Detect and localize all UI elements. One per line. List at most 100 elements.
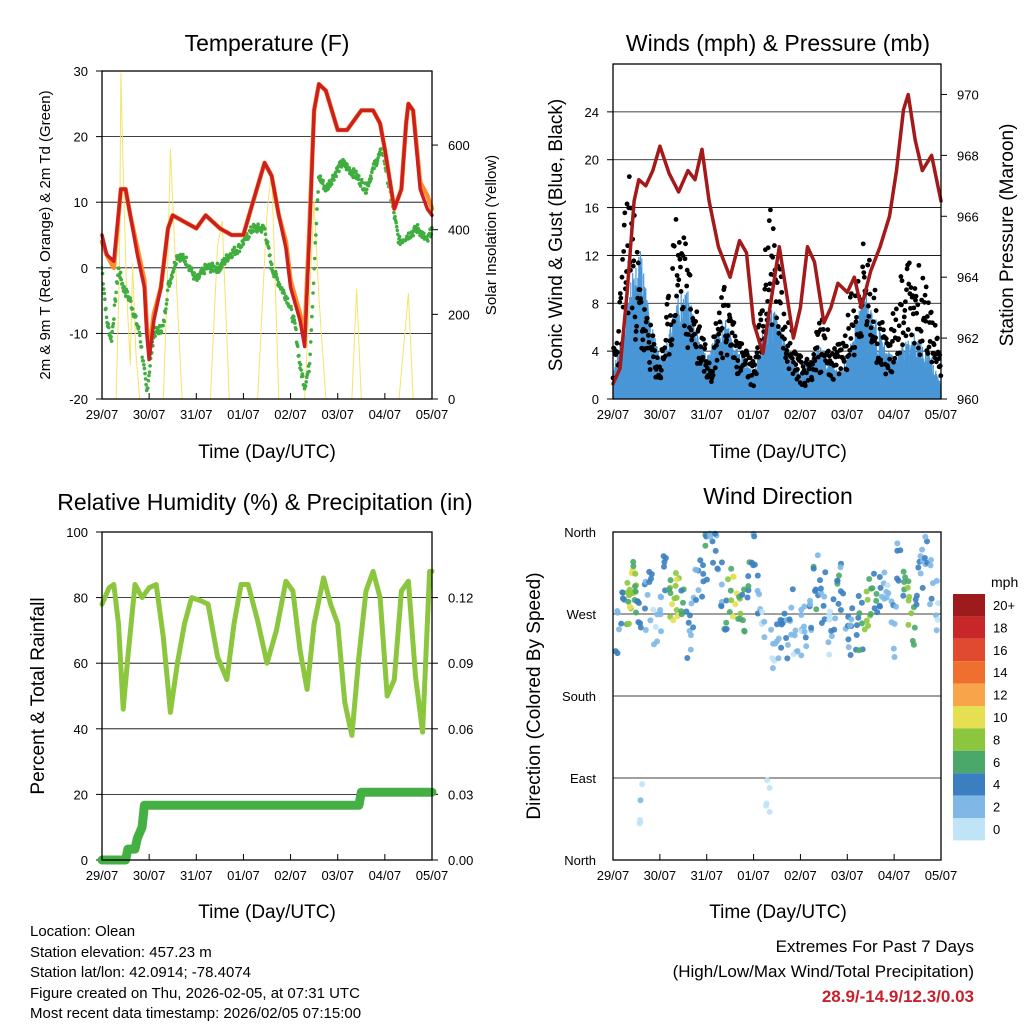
- direction-panel: Wind Direction NorthEastSouthWestNorth29…: [524, 483, 957, 923]
- gust-point: [841, 359, 847, 364]
- pressure-line: [611, 92, 943, 386]
- gust-point: [905, 327, 911, 332]
- direction-point: [769, 655, 776, 662]
- winds-ytick-right-label: 966: [957, 209, 979, 224]
- gust-point: [626, 174, 632, 180]
- dewpoint-point: [142, 366, 147, 371]
- gust-point: [859, 333, 864, 339]
- direction-xtick-label: 02/07: [784, 868, 817, 883]
- gust-point: [712, 334, 718, 340]
- gust-point: [655, 355, 660, 361]
- gust-point: [770, 226, 776, 232]
- gust-point: [729, 342, 735, 348]
- direction-point: [774, 638, 780, 645]
- dewpoint-point: [337, 169, 341, 174]
- gust-point: [845, 312, 851, 318]
- gust-point: [798, 359, 804, 365]
- gust-point: [751, 383, 756, 389]
- temperature-panel: Temperature (F) -20 -10 0 10 20 30 0 200 400 600 2…: [37, 30, 500, 463]
- direction-point: [902, 574, 909, 581]
- dewpoint-point: [297, 353, 301, 358]
- colorbar-swatch: [953, 683, 985, 706]
- direction-point: [917, 570, 924, 577]
- gust-point: [789, 355, 795, 361]
- direction-point: [826, 616, 833, 623]
- direction-point: [756, 591, 763, 598]
- gust-point: [922, 299, 927, 305]
- gust-point: [871, 295, 877, 301]
- gust-point: [900, 330, 906, 336]
- gust-point: [852, 345, 858, 350]
- gust-point: [885, 365, 891, 371]
- direction-point: [633, 609, 639, 616]
- direction-point: [660, 553, 667, 560]
- direction-point: [825, 639, 832, 646]
- colorbar-label: 10: [993, 710, 1007, 725]
- direction-point: [927, 601, 933, 608]
- colorbar-swatch: [953, 616, 985, 639]
- dewpoint-point: [394, 220, 398, 225]
- gust-point: [804, 370, 809, 376]
- gust-point: [625, 243, 631, 249]
- gust-point: [928, 309, 934, 315]
- humidity-xlabel: Time (Day/UTC): [198, 902, 336, 923]
- direction-point: [688, 632, 694, 639]
- gust-point: [666, 293, 672, 299]
- gust-point: [658, 367, 664, 373]
- gust-point: [652, 348, 658, 353]
- direction-point: [904, 584, 911, 591]
- temperature-ytick-right-label: 0: [448, 392, 455, 407]
- direction-point: [748, 559, 755, 566]
- direction-point: [627, 603, 634, 610]
- gust-point: [899, 302, 904, 308]
- humidity-ytick-right-label: 0.09: [448, 656, 473, 671]
- precip-line: [97, 787, 437, 865]
- gust-point: [883, 371, 889, 377]
- direction-point: [865, 622, 872, 629]
- colorbar-label: 14: [993, 665, 1007, 680]
- direction-point: [667, 577, 674, 584]
- gust-point: [756, 322, 762, 328]
- gust-point: [842, 333, 848, 339]
- gust-point: [651, 354, 656, 360]
- gust-point: [935, 335, 940, 341]
- direction-point: [686, 612, 693, 619]
- gust-point: [633, 329, 639, 334]
- gust-point: [786, 366, 792, 372]
- direction-point: [881, 569, 888, 576]
- gust-point: [709, 379, 714, 385]
- direction-point: [847, 622, 854, 629]
- dewpoint-point: [138, 333, 142, 338]
- dewpoint-point: [356, 177, 361, 182]
- humidity-ytick-right-label: 0.03: [448, 787, 473, 802]
- dewpoint-point: [369, 176, 374, 181]
- dewpoint-point: [307, 361, 312, 366]
- gust-point: [874, 341, 880, 347]
- dewpoint-point: [394, 224, 399, 229]
- direction-point: [821, 616, 828, 623]
- gust-point: [713, 321, 719, 326]
- gust-point: [719, 325, 725, 331]
- dewpoint-point: [321, 178, 325, 183]
- dewpoint-point: [304, 380, 309, 384]
- gust-point: [701, 336, 706, 342]
- dewpoint-point: [120, 281, 125, 286]
- humidity-ytick-label: 80: [74, 591, 88, 606]
- direction-point: [828, 633, 835, 640]
- direction-point: [718, 559, 725, 566]
- humidity-ytick-right-label: 0.06: [448, 722, 473, 737]
- colorbar-label: 20+: [993, 598, 1015, 613]
- direction-point: [685, 619, 692, 626]
- gust-point: [765, 299, 771, 304]
- dewpoint-point: [289, 307, 294, 312]
- winds-ytick-label: 16: [585, 201, 599, 216]
- direction-point: [905, 578, 912, 585]
- gust-point: [739, 341, 745, 347]
- direction-point: [647, 617, 654, 624]
- dewpoint-point: [106, 325, 111, 330]
- direction-point: [766, 784, 773, 791]
- colorbar-label: 2: [993, 800, 1000, 815]
- gust-point: [861, 274, 867, 280]
- dewpoint-point: [104, 315, 109, 320]
